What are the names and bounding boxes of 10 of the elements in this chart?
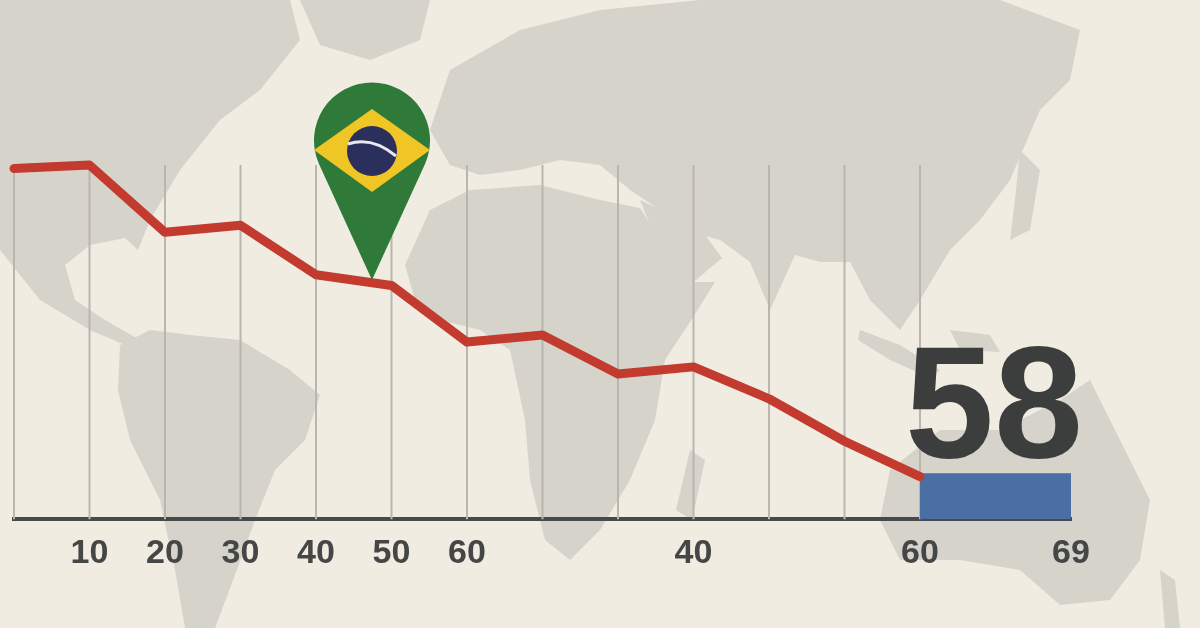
x-tick-label: 30 <box>221 531 260 570</box>
x-tick-label: 20 <box>146 531 184 570</box>
x-tick-label: 40 <box>297 531 335 570</box>
x-tick-label: 60 <box>901 531 939 570</box>
x-tick-label: 69 <box>1052 531 1090 570</box>
x-tick-label: 40 <box>674 531 713 570</box>
x-tick-label: 60 <box>448 531 486 570</box>
annotation: 58 <box>905 312 1083 492</box>
x-tick-label: 50 <box>372 531 411 570</box>
x-tick-label: 10 <box>70 531 109 570</box>
